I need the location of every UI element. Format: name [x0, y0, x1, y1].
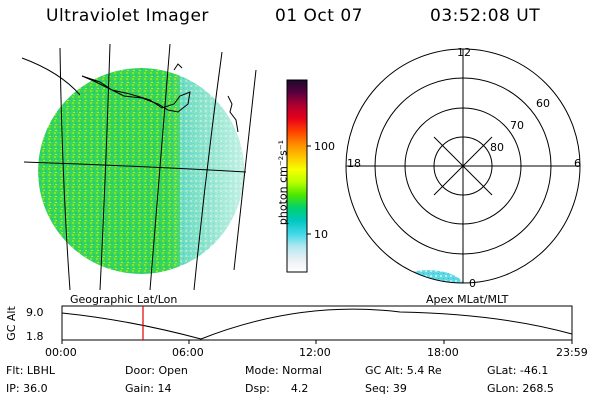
date-label: 01 Oct 07: [275, 6, 363, 26]
colorbar: [286, 79, 311, 273]
colorbar-rect: [286, 79, 308, 273]
lat-60-label: 60: [536, 97, 550, 110]
colorbar-unit-label: photon cm⁻²s⁻¹: [276, 139, 290, 226]
x-tick-2359: 23:59: [556, 346, 588, 359]
earth-disk-image: [38, 68, 244, 274]
status-glat: GLat: -46.1: [487, 364, 549, 377]
coastline: [81, 63, 239, 133]
polar-plot: [345, 48, 581, 284]
status-seq: Seq: 39: [365, 382, 407, 395]
mlt-0-label: 0: [469, 277, 476, 290]
gc-alt-axis-label: GC Alt: [4, 306, 18, 341]
y-tick-9: 9.0: [26, 306, 44, 319]
mlt-12-label: 12: [457, 46, 471, 59]
x-tick-0000: 00:00: [45, 346, 77, 359]
status-door: Door: Open: [125, 364, 188, 377]
geographic-label: Geographic Lat/Lon: [70, 293, 178, 306]
x-tick-1200: 12:00: [299, 346, 331, 359]
x-tick-1800: 18:00: [427, 346, 459, 359]
status-gc-alt: GC Alt: 5.4 Re: [365, 364, 442, 377]
map-grid: [21, 43, 257, 291]
lat-70-label: 70: [510, 119, 524, 132]
status-filter: Flt: LBHL: [6, 364, 55, 377]
mlt-18-label: 18: [347, 157, 361, 170]
x-tick-0600: 06:00: [172, 346, 204, 359]
status-ip: IP: 36.0: [6, 382, 48, 395]
time-label: 03:52:08 UT: [430, 6, 541, 26]
mlt-6-label: 6: [574, 157, 581, 170]
altitude-timeline: [61, 305, 573, 344]
status-dsp: Dsp: 4.2: [245, 382, 309, 395]
instrument-title: Ultraviolet Imager: [46, 6, 209, 26]
status-mode: Mode: Normal: [245, 364, 322, 377]
y-tick-1-8: 1.8: [26, 330, 44, 343]
colorbar-tick-10: 10: [314, 228, 328, 241]
lat-80-label: 80: [490, 141, 504, 154]
altitude-curve: [61, 308, 573, 340]
apex-label: Apex MLat/MLT: [426, 293, 509, 306]
status-gain: Gain: 14: [125, 382, 172, 395]
colorbar-tick-100: 100: [314, 140, 335, 153]
status-glon: GLon: 268.5: [487, 382, 554, 395]
